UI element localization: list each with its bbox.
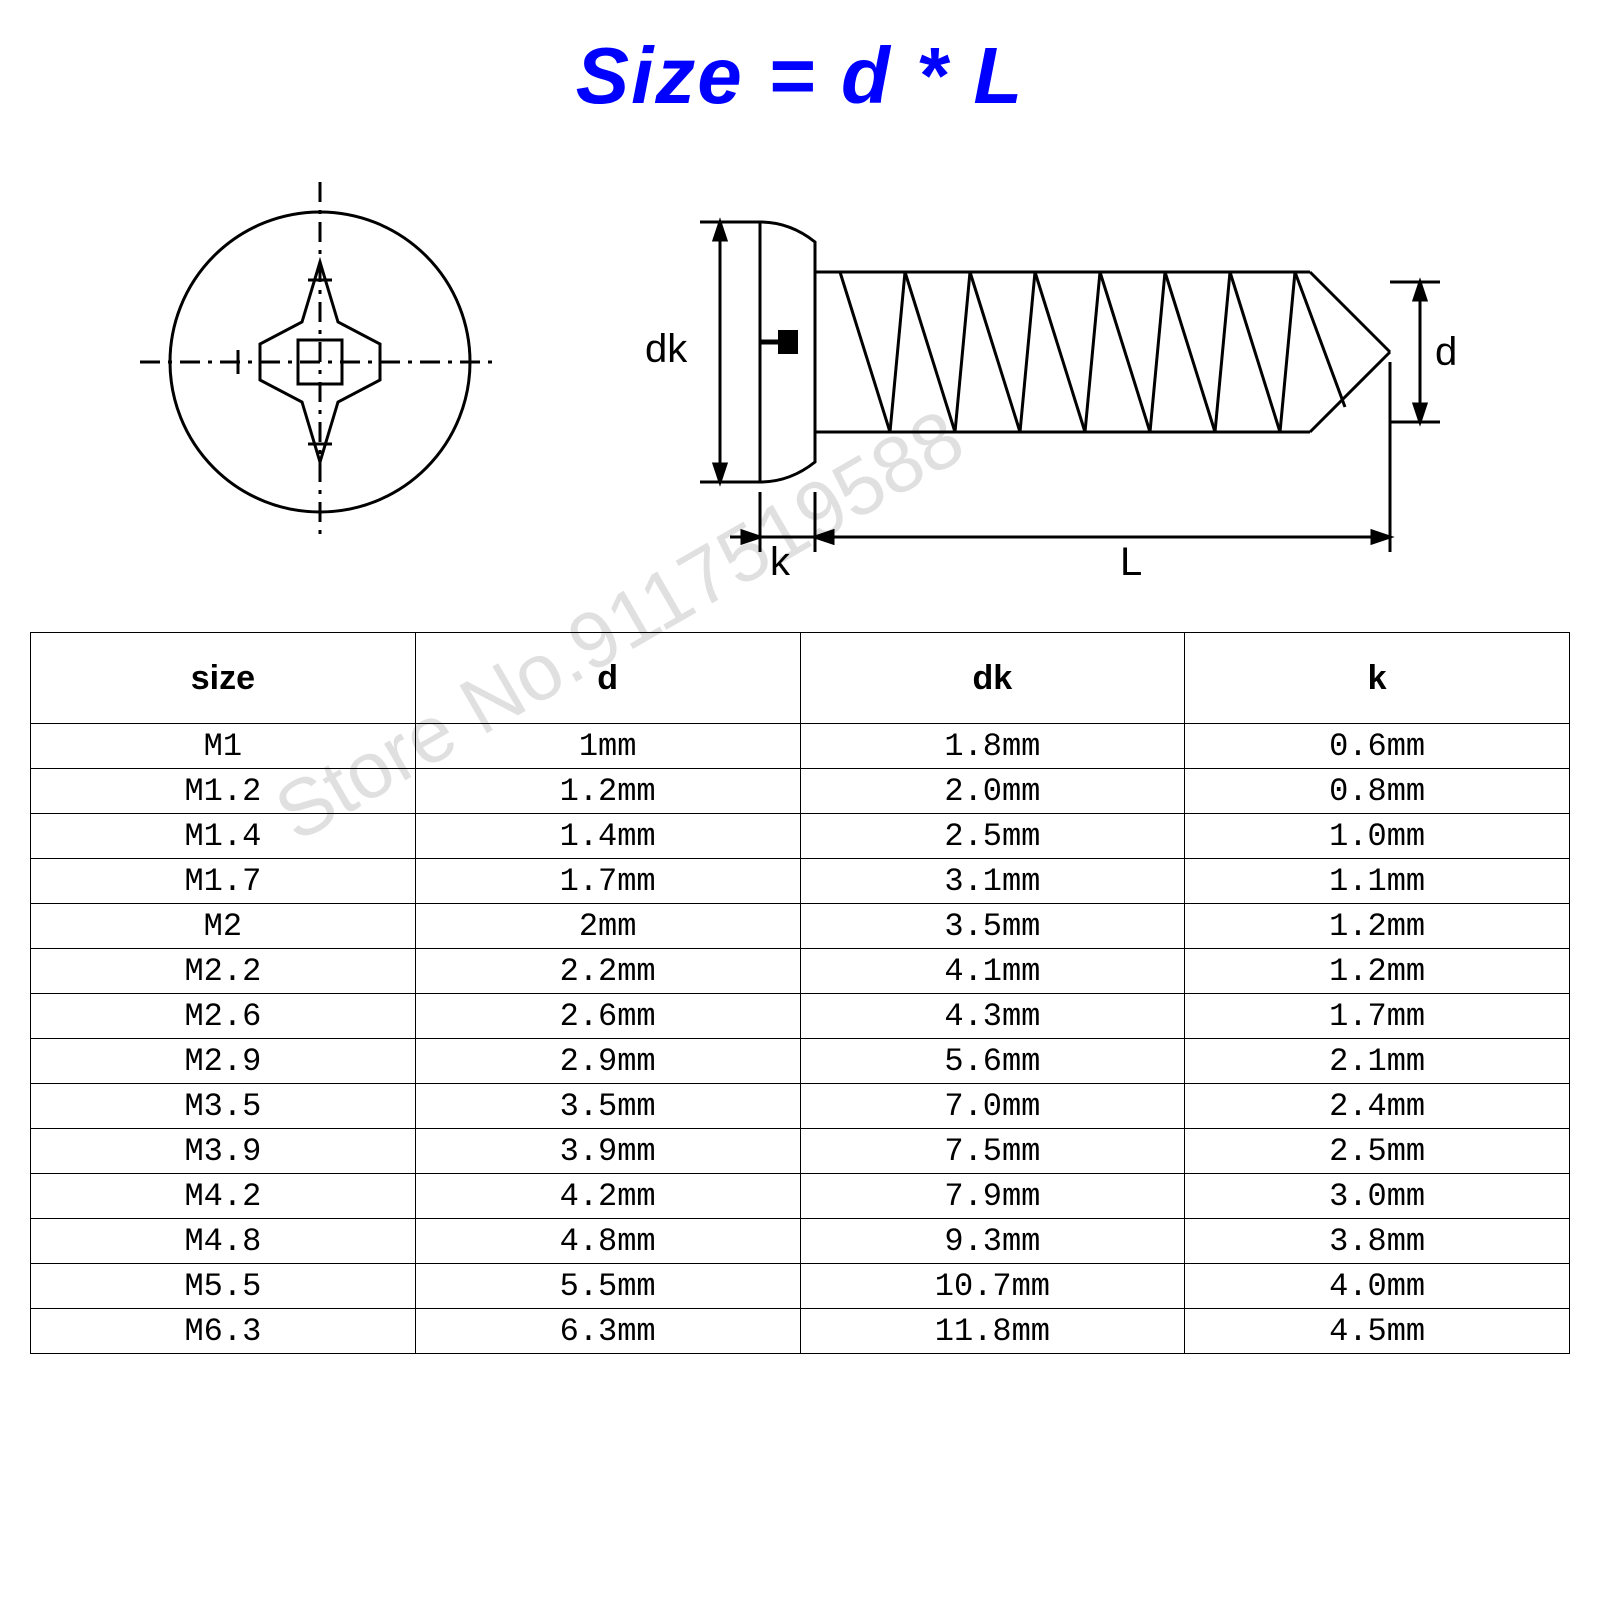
table-cell: 2.2mm	[415, 949, 800, 994]
table-cell: 2.1mm	[1185, 1039, 1570, 1084]
table-cell: 0.6mm	[1185, 724, 1570, 769]
table-cell: 6.3mm	[415, 1309, 800, 1354]
label-L: L	[1120, 540, 1142, 585]
table-cell: 4.3mm	[800, 994, 1185, 1039]
table-cell: 3.5mm	[800, 904, 1185, 949]
table-row: M4.24.2mm7.9mm3.0mm	[31, 1174, 1570, 1219]
table-cell: M1.2	[31, 769, 416, 814]
table-cell: 2.5mm	[1185, 1129, 1570, 1174]
table-row: M2.92.9mm5.6mm2.1mm	[31, 1039, 1570, 1084]
table-row: M1.21.2mm2.0mm0.8mm	[31, 769, 1570, 814]
table-cell: 2.9mm	[415, 1039, 800, 1084]
table-row: M6.36.3mm11.8mm4.5mm	[31, 1309, 1570, 1354]
table-cell: 3.8mm	[1185, 1219, 1570, 1264]
table-row: M1.41.4mm2.5mm1.0mm	[31, 814, 1570, 859]
table-cell: 4.0mm	[1185, 1264, 1570, 1309]
table-cell: M4.8	[31, 1219, 416, 1264]
table-cell: M3.9	[31, 1129, 416, 1174]
label-dk: dk	[645, 327, 687, 372]
table-cell: 7.0mm	[800, 1084, 1185, 1129]
table-body: M11mm1.8mm0.6mmM1.21.2mm2.0mm0.8mmM1.41.…	[31, 724, 1570, 1354]
table-cell: 3.1mm	[800, 859, 1185, 904]
table-row: M11mm1.8mm0.6mm	[31, 724, 1570, 769]
table-cell: M6.3	[31, 1309, 416, 1354]
table-row: M5.55.5mm10.7mm4.0mm	[31, 1264, 1570, 1309]
table-row: M22mm3.5mm1.2mm	[31, 904, 1570, 949]
diagram-area: dk d k L	[30, 152, 1570, 572]
table-cell: M2.6	[31, 994, 416, 1039]
table-row: M3.93.9mm7.5mm2.5mm	[31, 1129, 1570, 1174]
screw-side-view: dk d k L	[590, 152, 1470, 572]
table-cell: 2.6mm	[415, 994, 800, 1039]
screw-side-svg	[590, 152, 1470, 572]
table-cell: M2	[31, 904, 416, 949]
table-cell: 1.4mm	[415, 814, 800, 859]
table-cell: M5.5	[31, 1264, 416, 1309]
table-cell: 3.5mm	[415, 1084, 800, 1129]
table-head: sizeddkk	[31, 633, 1570, 724]
col-header-d: d	[415, 633, 800, 724]
table-cell: 1.2mm	[415, 769, 800, 814]
table-cell: 10.7mm	[800, 1264, 1185, 1309]
table-cell: 9.3mm	[800, 1219, 1185, 1264]
table-cell: M1.7	[31, 859, 416, 904]
table-cell: 1.2mm	[1185, 904, 1570, 949]
table-row: M3.53.5mm7.0mm2.4mm	[31, 1084, 1570, 1129]
label-d: d	[1435, 330, 1457, 375]
table-cell: M2.9	[31, 1039, 416, 1084]
table-cell: 4.2mm	[415, 1174, 800, 1219]
table-cell: 4.1mm	[800, 949, 1185, 994]
table-cell: 0.8mm	[1185, 769, 1570, 814]
table-cell: 4.5mm	[1185, 1309, 1570, 1354]
table-cell: M2.2	[31, 949, 416, 994]
table-cell: 2mm	[415, 904, 800, 949]
screw-head-top-view	[130, 172, 510, 552]
table-cell: M3.5	[31, 1084, 416, 1129]
table-cell: 1.8mm	[800, 724, 1185, 769]
table-cell: 3.9mm	[415, 1129, 800, 1174]
table-cell: 1mm	[415, 724, 800, 769]
table-cell: 2.0mm	[800, 769, 1185, 814]
table-cell: 1.0mm	[1185, 814, 1570, 859]
table-cell: 11.8mm	[800, 1309, 1185, 1354]
table-cell: 3.0mm	[1185, 1174, 1570, 1219]
table-cell: 2.4mm	[1185, 1084, 1570, 1129]
table-cell: 1.7mm	[415, 859, 800, 904]
table-row: M2.22.2mm4.1mm1.2mm	[31, 949, 1570, 994]
table-cell: M4.2	[31, 1174, 416, 1219]
screw-head-svg	[130, 172, 510, 552]
label-k: k	[770, 540, 790, 585]
table-cell: M1	[31, 724, 416, 769]
page-root: Size = d * L	[0, 0, 1600, 1600]
table-header-row: sizeddkk	[31, 633, 1570, 724]
table-cell: 4.8mm	[415, 1219, 800, 1264]
table-cell: 5.6mm	[800, 1039, 1185, 1084]
table-row: M4.84.8mm9.3mm3.8mm	[31, 1219, 1570, 1264]
table-row: M2.62.6mm4.3mm1.7mm	[31, 994, 1570, 1039]
table-cell: 1.7mm	[1185, 994, 1570, 1039]
col-header-dk: dk	[800, 633, 1185, 724]
page-title: Size = d * L	[30, 30, 1570, 122]
table-cell: 1.2mm	[1185, 949, 1570, 994]
table-cell: M1.4	[31, 814, 416, 859]
table-cell: 7.9mm	[800, 1174, 1185, 1219]
table-cell: 5.5mm	[415, 1264, 800, 1309]
table-cell: 7.5mm	[800, 1129, 1185, 1174]
col-header-size: size	[31, 633, 416, 724]
table-row: M1.71.7mm3.1mm1.1mm	[31, 859, 1570, 904]
table-cell: 1.1mm	[1185, 859, 1570, 904]
table-cell: 2.5mm	[800, 814, 1185, 859]
col-header-k: k	[1185, 633, 1570, 724]
spec-table: sizeddkk M11mm1.8mm0.6mmM1.21.2mm2.0mm0.…	[30, 632, 1570, 1354]
